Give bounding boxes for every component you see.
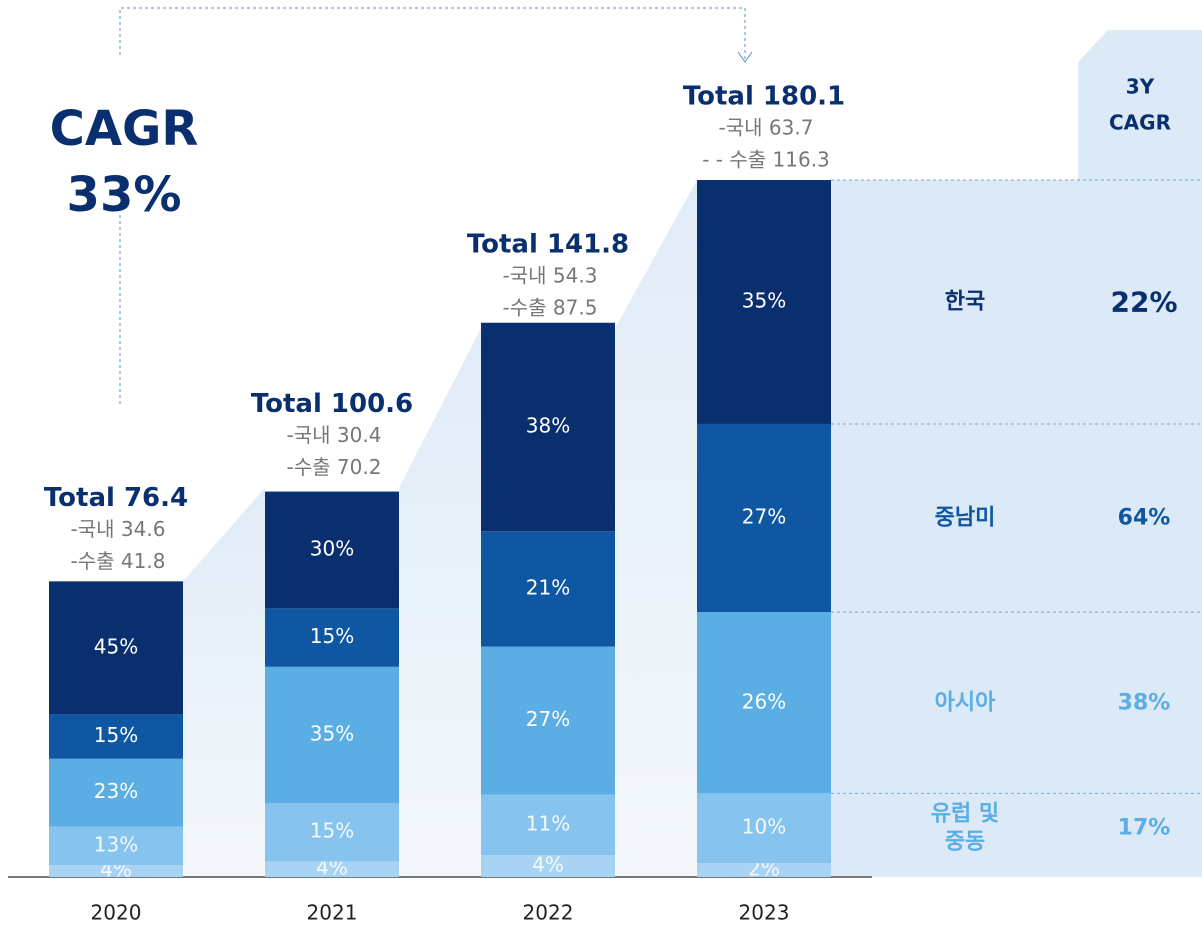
domestic-label: -국내 63.7 bbox=[719, 116, 814, 140]
region-label: 아시아 bbox=[934, 690, 996, 715]
export-label: -수출 87.5 bbox=[503, 296, 598, 320]
bar-segment bbox=[265, 666, 399, 804]
segment-label: 11% bbox=[526, 811, 570, 835]
arrow-head bbox=[737, 51, 753, 63]
bar-segment bbox=[697, 612, 831, 794]
bar-segment bbox=[481, 855, 615, 877]
total-label: Total 141.8 bbox=[467, 230, 629, 260]
connector bbox=[615, 180, 697, 877]
segment-label: 13% bbox=[94, 832, 138, 856]
panel-header-bg bbox=[1078, 30, 1202, 183]
segment-label: 21% bbox=[526, 575, 570, 599]
export-label: -수출 41.8 bbox=[71, 549, 166, 573]
bar-segment bbox=[265, 861, 399, 877]
segment-label: 23% bbox=[94, 779, 138, 803]
bar-segment bbox=[49, 714, 183, 759]
cagr-arrow bbox=[119, 7, 746, 405]
segment-label: 27% bbox=[526, 707, 570, 731]
bar-segment bbox=[481, 646, 615, 795]
bar-segment bbox=[265, 491, 399, 609]
segment-label: 4% bbox=[532, 853, 564, 877]
total-label: Total 180.1 bbox=[683, 82, 845, 112]
segment-label: 35% bbox=[742, 288, 786, 312]
domestic-label: -국내 54.3 bbox=[503, 264, 598, 288]
panel-header: 3Y bbox=[1126, 75, 1155, 99]
bar-segment bbox=[697, 793, 831, 864]
background bbox=[183, 30, 1202, 877]
export-label: - - 수출 116.3 bbox=[702, 148, 830, 172]
bar-segment bbox=[481, 794, 615, 856]
segment-label: 45% bbox=[94, 634, 138, 658]
connector bbox=[183, 487, 265, 877]
panel-bg bbox=[831, 180, 1202, 877]
cagr-title: CAGR bbox=[50, 101, 199, 157]
bar-segment bbox=[49, 581, 183, 715]
bar-segment bbox=[49, 865, 183, 877]
bar-segment bbox=[49, 758, 183, 827]
segment-label: 15% bbox=[94, 723, 138, 747]
region-cagr: 22% bbox=[1110, 285, 1178, 319]
bar-segment bbox=[697, 863, 831, 877]
segment-label: 10% bbox=[742, 815, 786, 839]
segment-label: 15% bbox=[310, 624, 354, 648]
total-label: Total 76.4 bbox=[44, 483, 188, 513]
region-label: 중남미 bbox=[934, 505, 996, 531]
cagr-title: 33% bbox=[67, 167, 182, 223]
region-cagr: 17% bbox=[1117, 815, 1171, 841]
segment-label: 30% bbox=[310, 536, 354, 560]
segment-label: 27% bbox=[742, 505, 786, 529]
connector bbox=[399, 328, 481, 877]
domestic-label: -국내 34.6 bbox=[71, 517, 166, 541]
x-tick-label: 2023 bbox=[739, 901, 790, 925]
export-label: -수출 70.2 bbox=[287, 455, 382, 479]
x-tick-label: 2021 bbox=[307, 901, 358, 925]
bar-segment bbox=[697, 423, 831, 613]
region-cagr: 64% bbox=[1117, 505, 1171, 531]
bar-segment bbox=[481, 531, 615, 647]
segment-label: 35% bbox=[310, 721, 354, 745]
segment-label: 38% bbox=[526, 414, 570, 438]
region-label: 유럽 및 중동 bbox=[930, 801, 1000, 855]
region-cagr: 38% bbox=[1117, 690, 1171, 715]
bar-segment bbox=[49, 826, 183, 866]
segment-label: 26% bbox=[742, 689, 786, 713]
domestic-label: -국내 30.4 bbox=[287, 423, 382, 447]
x-tick-label: 2022 bbox=[523, 901, 574, 925]
bar-segment bbox=[481, 322, 615, 532]
bar-segment bbox=[265, 608, 399, 667]
x-tick-label: 2020 bbox=[91, 901, 142, 925]
segment-label: 15% bbox=[310, 819, 354, 843]
total-label: Total 100.6 bbox=[251, 389, 413, 419]
bar-segment bbox=[265, 803, 399, 862]
region-label: 한국 bbox=[944, 289, 986, 315]
bar-segment bbox=[697, 180, 831, 424]
panel-header: CAGR bbox=[1109, 111, 1171, 135]
